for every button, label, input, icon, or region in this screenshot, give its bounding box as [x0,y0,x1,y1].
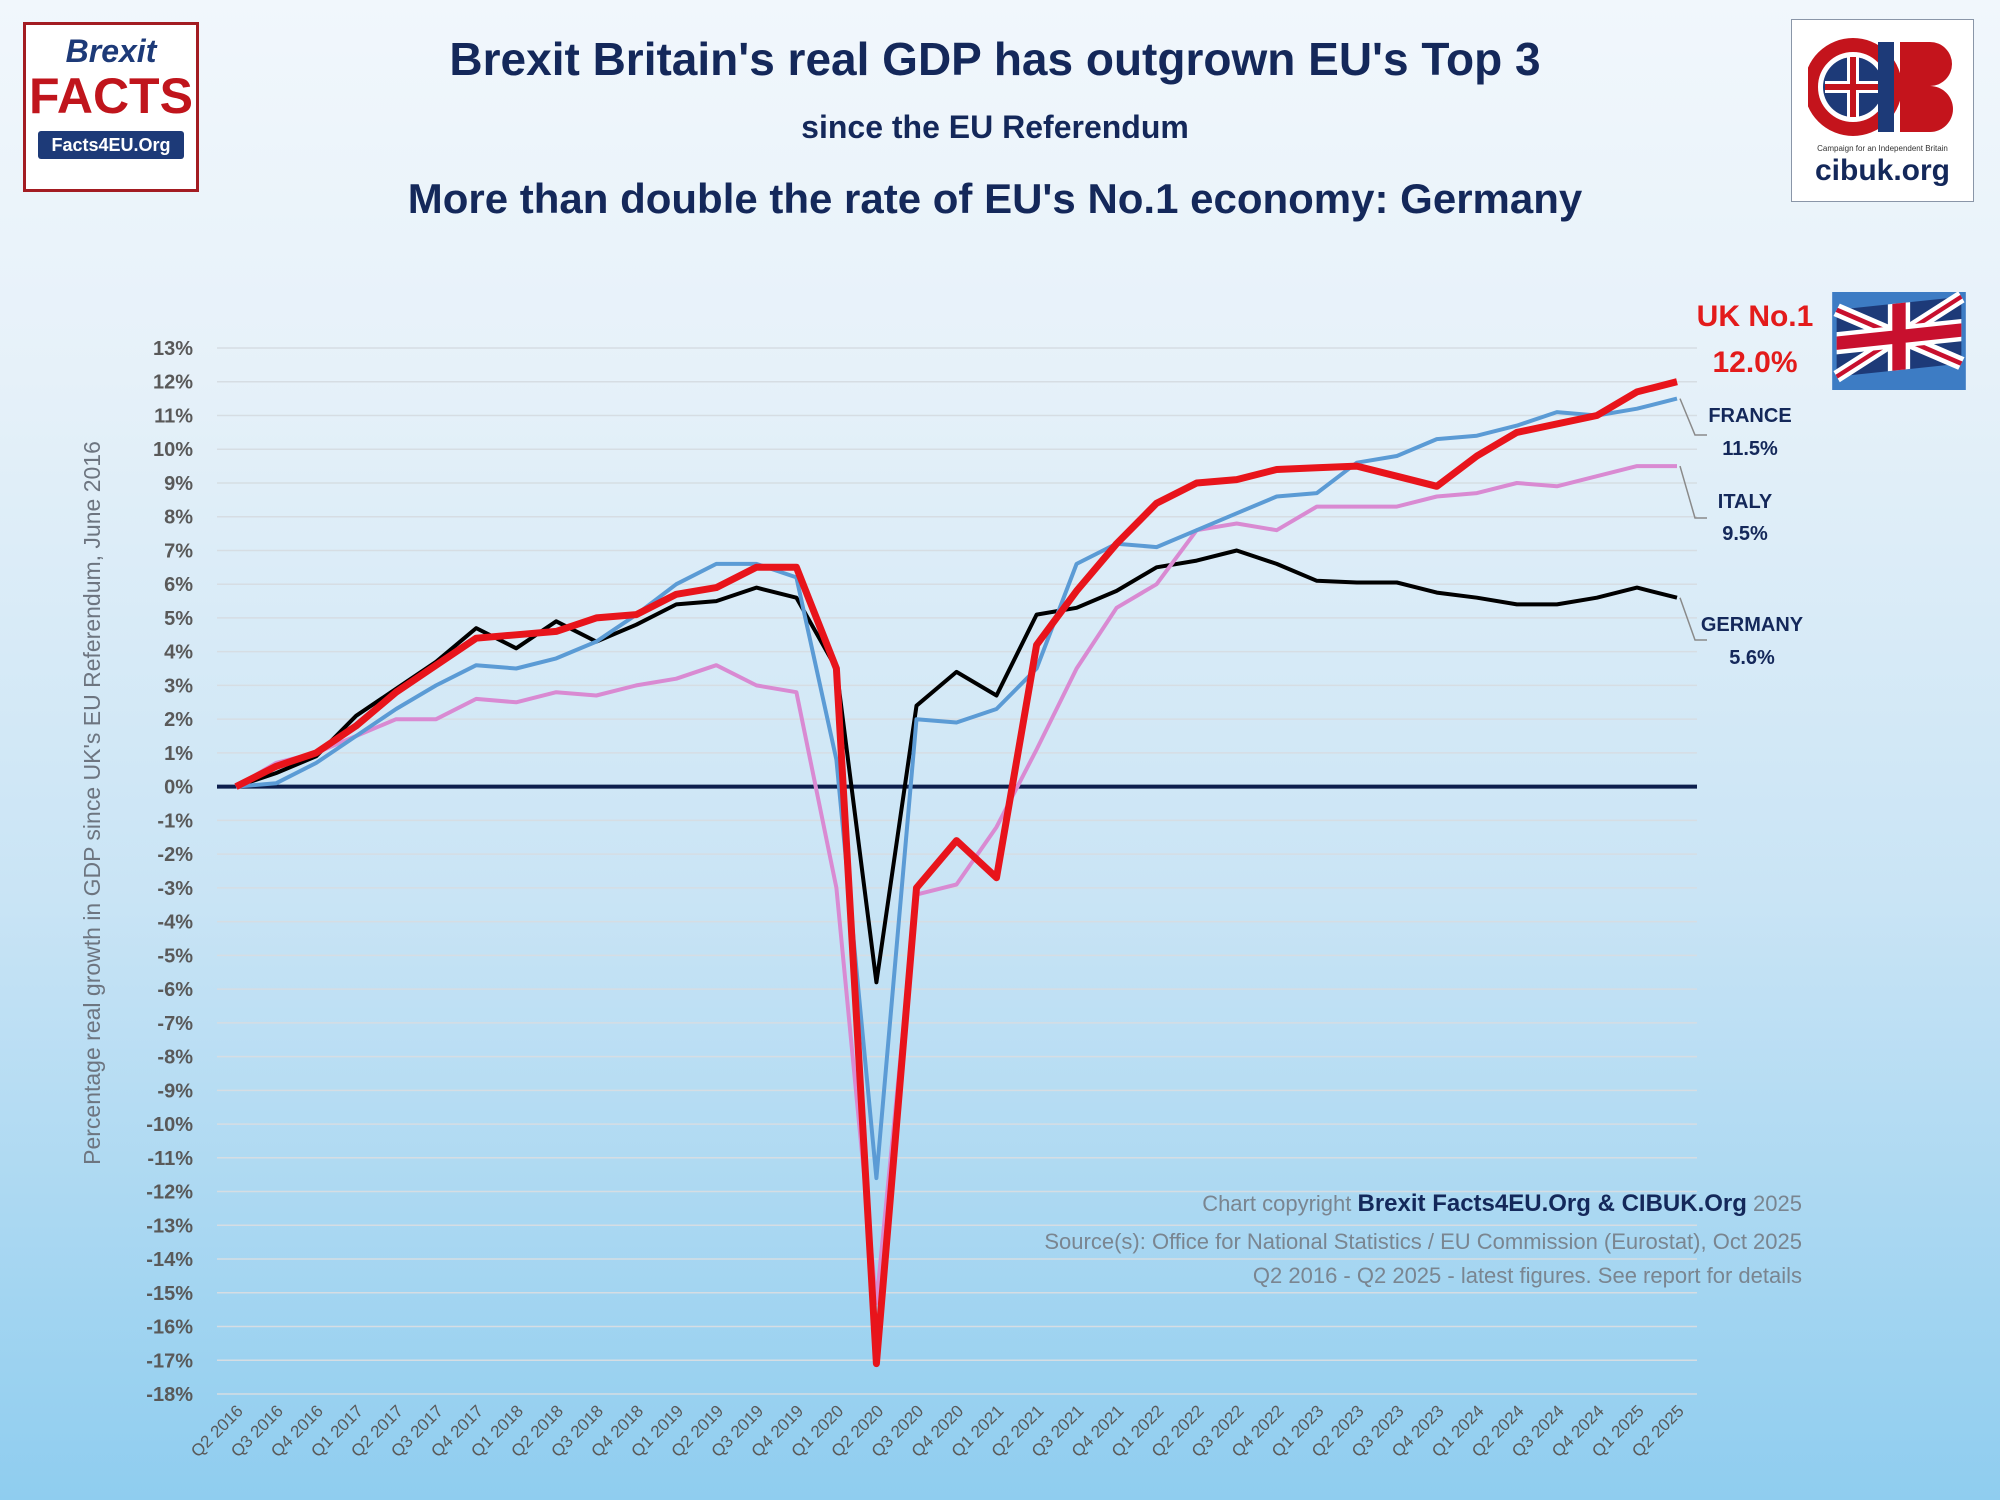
y-tick-label: -11% [147,1148,193,1170]
france-end-value: 11.5% [1722,438,1778,460]
y-tick-label: -17% [146,1350,193,1372]
y-tick-label: 1% [164,743,193,765]
y-tick-label: 11% [154,405,193,427]
brexit-facts-logo: Brexit FACTS Facts4EU.Org [23,22,199,192]
logo-text-brexit: Brexit [65,33,157,69]
uk-end-value: 12.0% [1712,346,1798,379]
y-tick-label: -12% [146,1182,193,1204]
y-tick-label: -7% [157,1013,193,1035]
y-tick-label: -10% [146,1114,193,1136]
france-end-label: FRANCE [1708,405,1792,427]
y-tick-label: -14% [146,1249,193,1271]
chart-headline: More than double the rate of EU's No.1 e… [407,175,1583,222]
period-note: Q2 2016 - Q2 2025 - latest figures. See … [1252,1263,1802,1288]
copyright-line: Chart copyright Brexit Facts4EU.Org & CI… [1202,1190,1802,1218]
y-tick-label: -13% [146,1215,193,1237]
italy-leader-line [1679,465,1707,519]
y-tick-label: 2% [164,709,193,731]
y-tick-label: -9% [157,1080,193,1102]
y-tick-label: -4% [157,912,193,934]
y-tick-label: 13% [153,338,193,360]
gridlines [217,347,1697,1395]
source-note: Source(s): Office for National Statistic… [1044,1229,1802,1254]
logo-text-facts: FACTS [29,68,193,124]
chart-subtitle: since the EU Referendum [801,109,1189,145]
cib-emblem-icon [1807,38,1953,136]
y-tick-label: -8% [157,1047,193,1069]
copyright-prefix: Chart copyright [1202,1191,1352,1216]
germany-end-label: GERMANY [1700,614,1804,636]
series-line-germany [235,548,1678,985]
y-tick-label: -3% [157,878,193,900]
uk-end-label: UK No.1 [1696,300,1814,333]
logo-url: cibuk.org [1814,154,1950,187]
y-axis-label: Percentage real growth in GDP since UK's… [79,441,105,1165]
y-tick-label: -18% [146,1384,193,1406]
france-leader-line [1679,398,1707,436]
y-tick-label: 0% [164,777,193,799]
germany-leader-line [1679,597,1707,641]
copyright-year: 2025 [1753,1191,1802,1216]
y-tick-label: 7% [164,540,193,562]
y-tick-label: -15% [146,1283,193,1305]
y-tick-label: 3% [164,675,193,697]
y-tick-label: -2% [157,844,193,866]
y-tick-label: -5% [157,945,193,967]
y-tick-label: -6% [157,979,193,1001]
leader-lines [1679,398,1707,641]
series-line-uk [234,378,1678,1368]
y-tick-label: 6% [164,574,193,596]
series-line-france [235,396,1678,1181]
logo-caption: Campaign for an Independent Britain [1817,144,1948,153]
italy-end-value: 9.5% [1722,523,1768,545]
union-flag-icon [1832,292,1966,390]
y-tick-label: 12% [153,372,193,394]
cibuk-logo: Campaign for an Independent Britain cibu… [1791,19,1974,202]
y-axis-ticks: 13% 12% 11% 10% 9% 8% 7% 6% 5% 4% 3% 2% 1% 0% -1% -2% -3… [146,338,193,1406]
series-lines [234,378,1678,1368]
logo-text-url: Facts4EU.Org [38,131,184,159]
y-tick-label: 5% [164,608,193,630]
y-tick-label: -1% [157,810,193,832]
italy-end-label: ITALY [1717,491,1773,513]
y-tick-label: 4% [164,642,193,664]
y-tick-label: 10% [153,439,193,461]
y-tick-label: 8% [164,507,193,529]
y-tick-label: -16% [146,1317,193,1339]
copyright-owner: Brexit Facts4EU.Org & CIBUK.Org [1357,1190,1747,1217]
chart-title: Brexit Britain's real GDP has outgrown E… [449,33,1541,85]
germany-end-value: 5.6% [1729,647,1775,669]
y-tick-label: 9% [164,473,193,495]
